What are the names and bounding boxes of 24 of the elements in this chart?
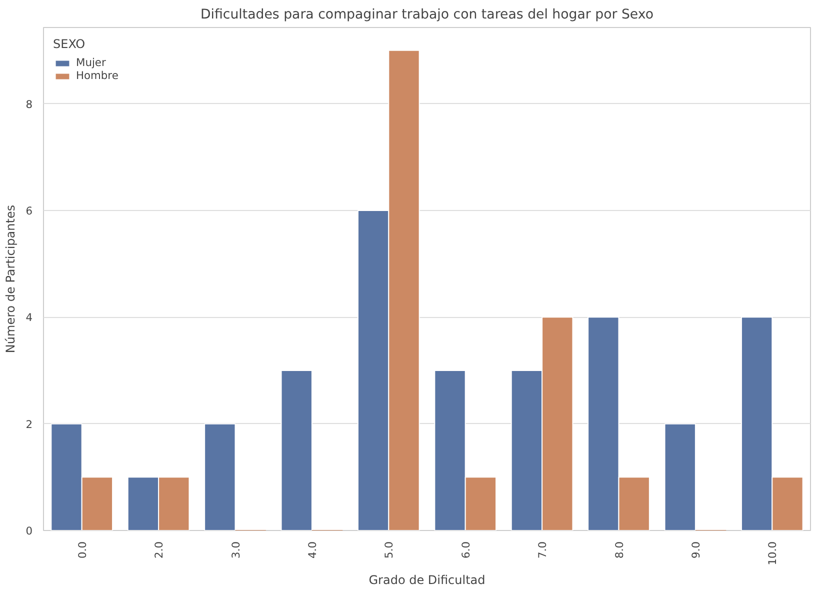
x-tick-label: 7.0: [536, 541, 550, 558]
x-tick-label: 9.0: [689, 541, 702, 558]
x-axis-title: Grado de Dificultad: [368, 573, 486, 588]
x-tick-label: 4.0: [306, 541, 319, 558]
y-tick-label: 0: [26, 524, 33, 538]
legend-title: SEXO: [53, 37, 86, 51]
chart-title: Dificultades para compaginar trabajo con tareas del hogar por Sexo: [200, 8, 654, 22]
y-tick-label: 2: [26, 418, 32, 431]
y-axis-title: Número de Participantes: [4, 204, 18, 354]
x-tick-label: 5.0: [382, 541, 396, 558]
x-tick-label: 6.0: [459, 541, 472, 558]
x-tick-label: 8.0: [612, 541, 626, 558]
x-tick-label: 2.0: [152, 541, 166, 558]
bar: [280, 370, 312, 530]
x-tick-label: 10.0: [766, 541, 780, 566]
legend-label: Hombre: [76, 69, 118, 82]
bar: [204, 423, 236, 530]
bar: [664, 423, 696, 530]
legend-label: Mujer: [76, 56, 106, 69]
y-tick-label: 4: [26, 311, 33, 324]
y-tick-label: 8: [26, 98, 33, 111]
x-tick-label: 0.0: [76, 541, 89, 558]
x-tick-label: 3.0: [229, 541, 242, 558]
y-tick-label: 6: [26, 204, 33, 218]
